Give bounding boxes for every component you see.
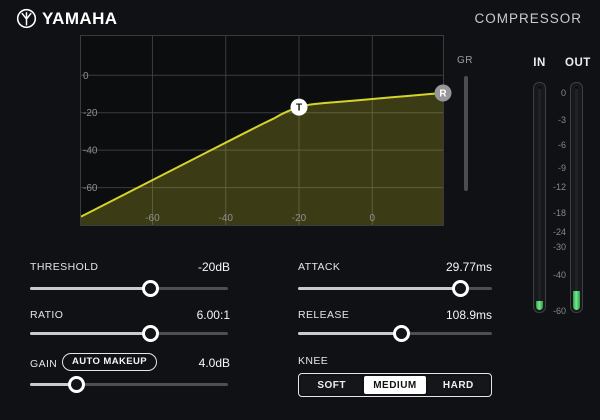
attack-label: ATTACK: [298, 261, 341, 273]
y-axis-tick-label: -40: [83, 146, 98, 157]
meter-scale-tick: -40: [552, 270, 566, 280]
marker-letter: R: [439, 88, 447, 99]
in-meter-label: IN: [533, 57, 546, 69]
out-meter-label: OUT: [565, 57, 591, 69]
threshold-value: -20dB: [197, 260, 230, 274]
release-slider[interactable]: [298, 325, 492, 342]
release-label: RELEASE: [298, 309, 350, 321]
gain-slider-knob[interactable]: [68, 376, 86, 393]
knee-label: KNEE: [298, 355, 329, 367]
meter-scale-tick: -12: [552, 182, 566, 192]
y-axis-tick-label: -20: [83, 108, 98, 119]
meter-groove: [575, 85, 578, 310]
meter-scale-tick: -3: [557, 115, 566, 125]
meter-scale-tick: -24: [552, 227, 566, 237]
slider-fill: [298, 287, 461, 290]
yamaha-tuning-fork-icon: [16, 8, 37, 29]
ratio-slider[interactable]: [30, 325, 228, 342]
threshold-label: THRESHOLD: [30, 261, 99, 273]
knee-option-medium[interactable]: MEDIUM: [364, 376, 426, 394]
meter-db-scale: 0 -3 -6 -9 -12 -18 -24 -30 -40 -60: [542, 82, 566, 316]
x-axis-tick-label: 0: [370, 213, 376, 224]
plugin-title: COMPRESSOR: [474, 11, 582, 26]
gr-meter-label: GR: [457, 55, 473, 66]
meter-scale-tick: -9: [557, 163, 566, 173]
peak-indicator: [575, 86, 578, 89]
slider-track[interactable]: [30, 383, 228, 386]
slider-fill: [30, 383, 77, 386]
x-axis-tick-label: -40: [219, 213, 234, 224]
x-axis-tick-label: -20: [292, 213, 307, 224]
range-marker[interactable]: [434, 84, 452, 102]
slider-fill: [30, 287, 151, 290]
threshold-slider[interactable]: [30, 280, 228, 297]
threshold-marker[interactable]: [290, 98, 308, 116]
attack-slider-knob[interactable]: [452, 280, 470, 297]
ratio-value: 6.00:1: [196, 308, 230, 322]
in-level-fill: [536, 301, 543, 310]
out-level-meter: [570, 82, 583, 313]
auto-makeup-button[interactable]: AUTO MAKEUP: [62, 353, 157, 371]
gr-meter-bar: [464, 76, 468, 191]
y-axis-tick-label: 0: [83, 71, 89, 82]
gain-slider[interactable]: [30, 376, 228, 393]
knee-option-hard[interactable]: HARD: [427, 376, 489, 394]
meter-scale-tick: 0: [560, 88, 566, 98]
marker-letter: T: [296, 103, 302, 114]
release-value: 108.9ms: [445, 308, 492, 322]
release-slider-knob[interactable]: [393, 325, 411, 342]
ratio-label: RATIO: [30, 309, 64, 321]
threshold-slider-knob[interactable]: [142, 280, 160, 297]
knee-option-soft[interactable]: SOFT: [301, 376, 363, 394]
transfer-curve-graph[interactable]: -60 -40 -20 0 0 -20 -40 -60 T R: [80, 35, 452, 226]
transfer-curve-plot: -60 -40 -20 0 0 -20 -40 -60 T R: [80, 36, 452, 225]
meter-scale-tick: -18: [552, 208, 566, 218]
meter-scale-tick: -60: [552, 306, 566, 316]
meter-scale-tick: -6: [557, 140, 566, 150]
attack-slider[interactable]: [298, 280, 492, 297]
meter-scale-tick: -30: [552, 242, 566, 252]
attack-value: 29.77ms: [445, 260, 492, 274]
x-axis-tick-label: -60: [145, 213, 160, 224]
brand-wordmark: YAMAHA: [42, 8, 118, 28]
gain-label: GAIN: [30, 358, 58, 370]
meter-groove: [538, 85, 541, 310]
out-level-fill: [573, 291, 580, 310]
yamaha-logo: YAMAHA: [16, 8, 117, 29]
y-axis-tick-label: -60: [83, 183, 98, 194]
knee-segmented-control: SOFT MEDIUM HARD: [298, 373, 492, 397]
ratio-slider-knob[interactable]: [142, 325, 160, 342]
in-level-meter: [533, 82, 546, 313]
peak-indicator: [538, 86, 541, 89]
slider-fill: [298, 332, 402, 335]
slider-fill: [30, 332, 151, 335]
gain-value: 4.0dB: [198, 356, 230, 370]
curve-area-fill: [81, 93, 443, 225]
